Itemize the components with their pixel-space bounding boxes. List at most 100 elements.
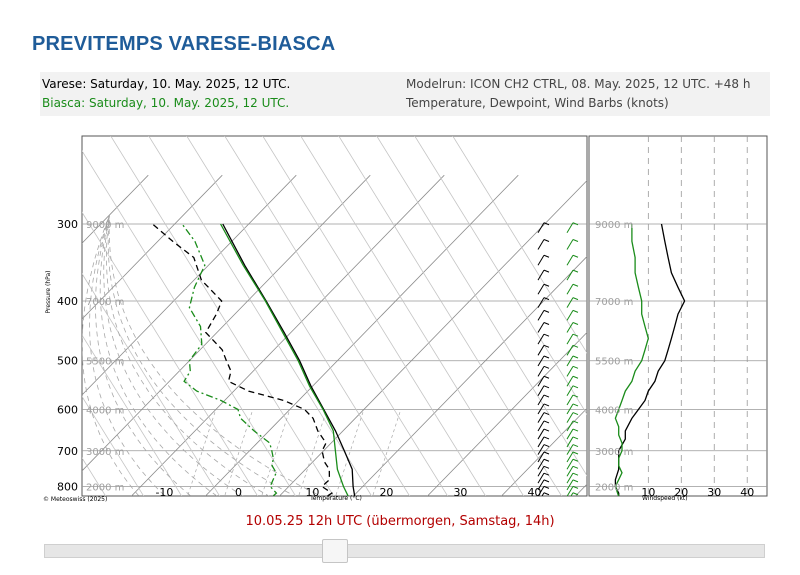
varese-wind-barb bbox=[537, 322, 545, 333]
wind-frame bbox=[588, 135, 768, 497]
isotherm-line bbox=[82, 174, 371, 472]
biasca-wind-barb bbox=[566, 283, 574, 295]
pressure-tick-label: 600 bbox=[57, 404, 78, 417]
biasca-wind-barb bbox=[570, 492, 574, 496]
dry-adiabat-line bbox=[224, 136, 449, 496]
biasca-wind-barb-flag bbox=[572, 428, 579, 432]
biasca-wind-barb bbox=[567, 499, 573, 509]
biasca-wind-barb bbox=[566, 355, 574, 367]
wind-height-label: 4000 m bbox=[595, 406, 633, 417]
varese-wind-barb bbox=[537, 297, 545, 308]
wind-height-label: 7000 m bbox=[595, 297, 633, 308]
pressure-axis-label: Pressure (hPa) bbox=[45, 270, 52, 313]
biasca-datetime: Biasca: Saturday, 10. May. 2025, 12 UTC. bbox=[42, 96, 290, 110]
varese-wind-barb-flag bbox=[544, 505, 549, 507]
biasca-wind-barb-flag bbox=[573, 505, 578, 507]
varese-wind-barb-flag bbox=[543, 444, 550, 448]
varese-wind-barb-flag bbox=[543, 472, 550, 476]
windspeed-tick-label: 20 bbox=[674, 486, 688, 499]
copyright-notice: © Meteoswiss (2025) bbox=[43, 496, 108, 503]
isotherm-line bbox=[500, 407, 587, 496]
pressure-tick-label: 700 bbox=[57, 445, 78, 458]
temperature-tick-label: 10 bbox=[305, 486, 319, 499]
modelrun-info: Modelrun: ICON CH2 CTRL, 08. May. 2025, … bbox=[406, 77, 751, 91]
biasca-wind-barb bbox=[566, 322, 574, 333]
varese-dewpoint-line bbox=[152, 223, 334, 496]
biasca-wind-barb-flag bbox=[572, 239, 579, 242]
varese-wind-barb-flag bbox=[543, 385, 550, 389]
isotherm-line bbox=[82, 174, 297, 396]
dry-adiabat-line bbox=[338, 136, 563, 496]
wind-height-label: 3000 m bbox=[595, 447, 633, 458]
biasca-wind-barb bbox=[566, 366, 574, 377]
varese-wind-barb-flag bbox=[543, 412, 550, 416]
biasca-wind-barb-flag bbox=[572, 394, 579, 398]
varese-wind-barb bbox=[537, 269, 545, 281]
biasca-wind-barb-flag bbox=[572, 375, 579, 379]
biasca-wind-barb-flag bbox=[572, 283, 579, 287]
biasca-wind-barb-flag bbox=[572, 309, 579, 313]
biasca-wind-barb-flag bbox=[572, 420, 579, 424]
varese-wind-barb-flag bbox=[543, 297, 550, 301]
biasca-wind-barb bbox=[566, 466, 574, 477]
varese-wind-barb-flag bbox=[543, 465, 550, 469]
temperature-tick-label: 40 bbox=[527, 486, 541, 499]
varese-wind-barb bbox=[537, 366, 545, 377]
sounding-header: Varese: Saturday, 10. May. 2025, 12 UTC.… bbox=[40, 72, 770, 116]
dry-adiabat-line bbox=[82, 395, 145, 496]
variables-info: Temperature, Dewpoint, Wind Barbs (knots… bbox=[406, 96, 669, 110]
moist-adiabat-line bbox=[82, 214, 140, 496]
varese-wind-barb bbox=[537, 385, 545, 397]
varese-wind-barb bbox=[541, 492, 545, 496]
biasca-wind-barb bbox=[566, 444, 574, 455]
forecast-timestamp: 10.05.25 12h UTC (übermorgen, Samstag, 1… bbox=[245, 514, 555, 529]
varese-wind-barb bbox=[537, 345, 545, 356]
biasca-windspeed-line bbox=[614, 224, 649, 496]
varese-wind-barb-flag bbox=[543, 254, 550, 258]
biasca-wind-barb-flag bbox=[572, 333, 579, 337]
varese-wind-barb bbox=[537, 412, 545, 423]
varese-wind-barb-flag bbox=[543, 485, 550, 489]
time-slider-thumb[interactable] bbox=[322, 539, 348, 563]
isotherm-line bbox=[82, 174, 149, 244]
biasca-wind-barb-flag bbox=[572, 472, 579, 476]
windspeed-tick-label: 10 bbox=[641, 486, 655, 499]
varese-wind-barb bbox=[537, 333, 545, 345]
biasca-wind-barb-flag bbox=[572, 403, 579, 407]
varese-wind-barb bbox=[537, 451, 545, 463]
varese-temperature-line bbox=[222, 223, 356, 496]
biasca-wind-barb bbox=[566, 458, 574, 470]
biasca-wind-barb bbox=[566, 375, 574, 387]
dry-adiabat-line bbox=[40, 116, 42, 510]
isotherm-line bbox=[278, 180, 587, 496]
mixing-ratio-line bbox=[187, 409, 217, 496]
isotherm-line bbox=[426, 331, 587, 496]
varese-wind-barb-flag bbox=[543, 222, 550, 226]
dry-adiabat-line bbox=[148, 136, 373, 496]
varese-datetime: Varese: Saturday, 10. May. 2025, 12 UTC. bbox=[42, 77, 291, 91]
biasca-wind-barb bbox=[566, 479, 574, 491]
biasca-wind-barb bbox=[566, 385, 574, 397]
dry-adiabat-line bbox=[110, 136, 335, 496]
biasca-wind-barb bbox=[566, 297, 574, 308]
varese-wind-barb bbox=[537, 466, 545, 477]
dry-adiabat-line bbox=[82, 211, 259, 496]
isotherm-line bbox=[574, 483, 587, 496]
varese-wind-barb bbox=[538, 505, 544, 510]
dry-adiabat-line bbox=[82, 334, 183, 496]
biasca-wind-barb bbox=[566, 451, 574, 463]
varese-wind-barb bbox=[537, 355, 545, 367]
pressure-tick-label: 300 bbox=[57, 218, 78, 231]
varese-wind-barb bbox=[537, 239, 545, 250]
windspeed-axis-label: Windspeed (kt) bbox=[642, 495, 688, 502]
biasca-wind-barb-flag bbox=[572, 479, 579, 483]
varese-wind-barb bbox=[537, 472, 545, 484]
moist-adiabat-line bbox=[107, 214, 296, 496]
varese-wind-barb-flag bbox=[543, 365, 550, 369]
biasca-wind-barb bbox=[566, 420, 574, 432]
biasca-wind-barb bbox=[566, 486, 574, 496]
varese-wind-barb-flag bbox=[543, 283, 550, 287]
moist-adiabat-line bbox=[99, 214, 218, 496]
time-slider-track[interactable] bbox=[44, 544, 765, 558]
varese-wind-barb bbox=[538, 499, 544, 509]
